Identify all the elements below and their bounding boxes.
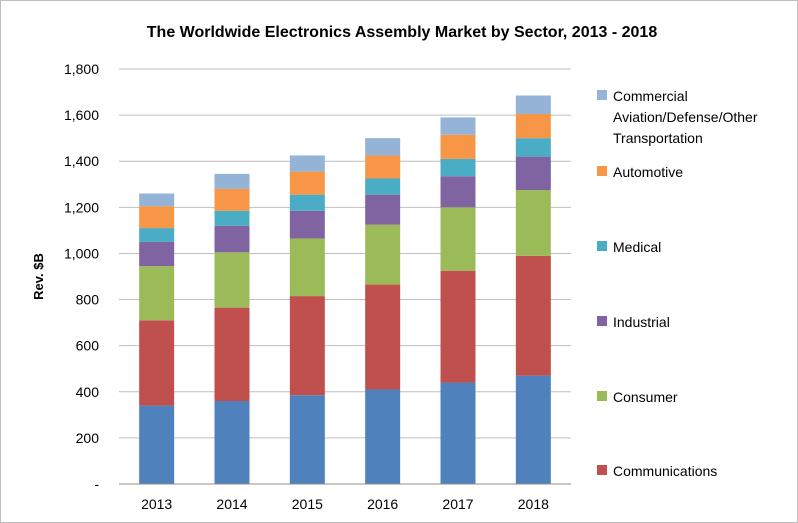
bar-segment [515,138,551,157]
legend: Commercial Aviation/Defense/Other Transpor… [597,88,758,479]
bar-segment [365,284,401,390]
bar-segment [139,228,175,242]
bar-segment [515,375,551,484]
bar-segment [515,255,551,376]
y-tick-label: 1,800 [64,61,99,77]
bar-segment [440,382,476,484]
y-axis-ticks: - 200 400 600 800 1,000 1,200 1,400 1,600 1,800 [64,61,99,492]
x-tick-label: 2018 [518,496,549,512]
legend-label: Transportation [613,130,703,146]
bar-segment [139,241,175,267]
x-tick-label: 2013 [141,496,172,512]
bar-segment [440,176,476,208]
legend-swatch [597,166,607,176]
bar-segment [214,210,250,226]
bar-segment [365,194,401,225]
legend-swatch [597,316,607,326]
bar-segment [289,395,325,484]
y-tick-label: - [94,476,99,492]
legend-label: Commercial [613,88,688,104]
legend-label: Aviation/Defense/Other [613,109,758,125]
bar-segment [440,117,476,135]
x-tick-label: 2016 [367,496,398,512]
bar-segment [214,401,250,484]
bar-segment [139,405,175,484]
y-axis-label: Rev. $B [31,253,46,300]
bar-segment [440,207,476,271]
legend-swatch [597,241,607,251]
bar-segment [139,193,175,207]
bar-segment [214,252,250,308]
bar-segment [214,173,250,189]
y-tick-label: 1,600 [64,107,99,123]
legend-label: Automotive [613,164,683,180]
bar-segment [365,389,401,484]
y-tick-label: 200 [76,430,100,446]
bar-segment [440,134,476,159]
bar-segment [515,156,551,191]
bar-segment [365,178,401,195]
x-axis-ticks: 2013 2014 2015 2016 2017 2018 [141,496,549,512]
y-tick-label: 400 [76,384,100,400]
x-tick-label: 2015 [292,496,323,512]
bar-segment [214,188,250,211]
bar-segment [289,296,325,396]
bar-segment [289,210,325,239]
bar-segment [440,158,476,177]
legend-label: Communications [613,463,717,479]
bar-segment [289,238,325,297]
bar-segment [365,138,401,156]
legend-swatch [597,465,607,475]
bar-segment [440,270,476,383]
y-tick-label: 600 [76,338,100,354]
bar-segment [515,113,551,139]
x-tick-label: 2014 [216,496,247,512]
bar-segment [214,225,250,253]
x-tick-label: 2017 [442,496,473,512]
y-tick-label: 1,400 [64,153,99,169]
legend-label: Consumer [613,389,678,405]
bar-segment [515,95,551,114]
gridlines [119,68,571,439]
legend-label: Medical [613,239,661,255]
bar-segment [139,266,175,321]
chart-title: The Worldwide Electronics Assembly Marke… [147,24,658,41]
bar-segment [365,155,401,179]
legend-swatch [597,391,607,401]
y-tick-label: 1,200 [64,199,99,215]
bar-segment [289,171,325,195]
bar-segment [515,190,551,256]
bar-segment [289,194,325,211]
bar-segment [365,224,401,285]
bar-segment [139,320,175,406]
bar-segment [214,307,250,401]
legend-label: Industrial [613,314,670,330]
y-tick-label: 1,000 [64,245,99,261]
bars [139,95,551,484]
legend-swatch [597,90,607,100]
y-tick-label: 800 [76,292,100,308]
bar-segment [139,206,175,229]
bar-segment [289,155,325,172]
